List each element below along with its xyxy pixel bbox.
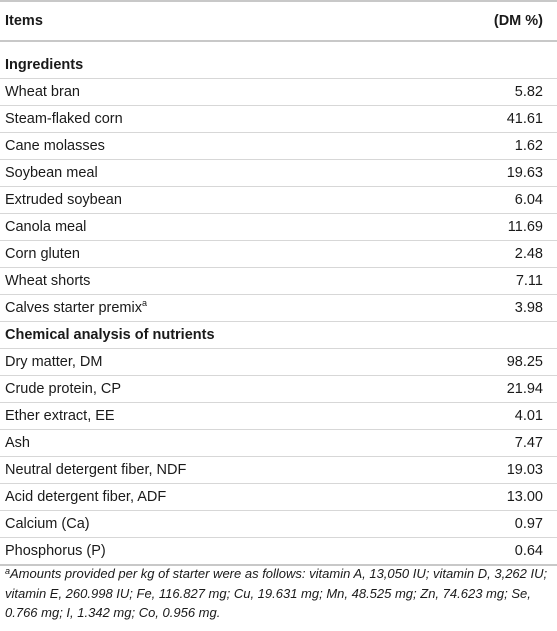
table-row: Phosphorus (P) 0.64 <box>0 537 557 566</box>
row-value: 0.64 <box>278 537 557 566</box>
row-value: 1.62 <box>278 132 557 160</box>
table-row: Neutral detergent fiber, NDF 19.03 <box>0 456 557 484</box>
table-row: Calves starter premixa 3.98 <box>0 294 557 322</box>
section-heading-chemical: Chemical analysis of nutrients <box>0 321 557 349</box>
table-row: Ether extract, EE 4.01 <box>0 402 557 430</box>
row-label: Wheat bran <box>0 78 279 106</box>
row-value: 13.00 <box>278 483 557 511</box>
row-label: Dry matter, DM <box>0 348 279 376</box>
table-header-row: Items (DM %) <box>0 0 557 42</box>
row-label: Ash <box>0 429 279 457</box>
row-label: Neutral detergent fiber, NDF <box>0 456 279 484</box>
composition-table: Items (DM %) Ingredients Wheat bran 5.82… <box>0 0 557 566</box>
row-label: Phosphorus (P) <box>0 537 279 566</box>
row-label: Extruded soybean <box>0 186 279 214</box>
row-label: Acid detergent fiber, ADF <box>0 483 279 511</box>
row-value: 5.82 <box>278 78 557 106</box>
footnote-text: Amounts provided per kg of starter were … <box>5 566 548 620</box>
footnote-marker: a <box>141 298 147 308</box>
table-footnote: aAmounts provided per kg of starter were… <box>5 564 551 623</box>
row-value: 11.69 <box>278 213 557 241</box>
table-row: Calcium (Ca) 0.97 <box>0 510 557 538</box>
row-label: Crude protein, CP <box>0 375 279 403</box>
row-label: Wheat shorts <box>0 267 279 295</box>
table-row: Extruded soybean 6.04 <box>0 186 557 214</box>
table-row: Crude protein, CP 21.94 <box>0 375 557 403</box>
row-label: Ether extract, EE <box>0 402 279 430</box>
row-value: 4.01 <box>278 402 557 430</box>
row-label: Canola meal <box>0 213 279 241</box>
row-label: Steam-flaked corn <box>0 105 279 133</box>
row-value: 41.61 <box>278 105 557 133</box>
table-row: Wheat bran 5.82 <box>0 78 557 106</box>
row-value: 7.47 <box>278 429 557 457</box>
row-label: Calcium (Ca) <box>0 510 279 538</box>
table-row: Corn gluten 2.48 <box>0 240 557 268</box>
section-heading-ingredients: Ingredients <box>0 52 557 79</box>
section-row-ingredients: Ingredients <box>0 52 557 79</box>
header-value: (DM %) <box>278 0 557 42</box>
row-label: Soybean meal <box>0 159 279 187</box>
row-value: 6.04 <box>278 186 557 214</box>
row-label: Corn gluten <box>0 240 279 268</box>
row-label-with-footnote: Calves starter premixa <box>0 294 279 322</box>
row-value: 19.63 <box>278 159 557 187</box>
row-value: 19.03 <box>278 456 557 484</box>
table-row: Canola meal 11.69 <box>0 213 557 241</box>
row-label: Calves starter premix <box>5 300 142 316</box>
table-row: Wheat shorts 7.11 <box>0 267 557 295</box>
row-label: Cane molasses <box>0 132 279 160</box>
footnote-marker: a <box>5 566 11 576</box>
table-row: Ash 7.47 <box>0 429 557 457</box>
row-value: 0.97 <box>278 510 557 538</box>
table-row: Steam-flaked corn 41.61 <box>0 105 557 133</box>
header-items: Items <box>0 0 279 42</box>
row-value: 7.11 <box>278 267 557 295</box>
table-row: Dry matter, DM 98.25 <box>0 348 557 376</box>
row-value: 21.94 <box>278 375 557 403</box>
row-value: 2.48 <box>278 240 557 268</box>
row-value: 98.25 <box>278 348 557 376</box>
table-row: Cane molasses 1.62 <box>0 132 557 160</box>
table-row: Acid detergent fiber, ADF 13.00 <box>0 483 557 511</box>
spacer-row <box>0 41 557 52</box>
table-row: Soybean meal 19.63 <box>0 159 557 187</box>
row-value: 3.98 <box>278 294 557 322</box>
section-row-chemical: Chemical analysis of nutrients <box>0 321 557 349</box>
